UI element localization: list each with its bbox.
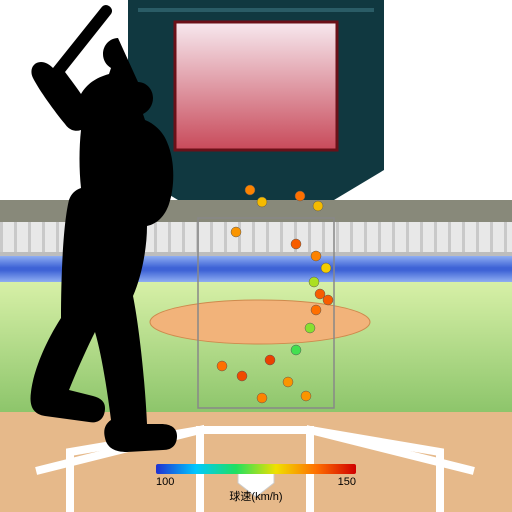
- legend-tick-max: 150: [338, 476, 356, 488]
- pitch-location-chart: [0, 0, 512, 512]
- legend-tick-min: 100: [156, 476, 174, 488]
- speed-legend: 100 150 球速(km/h): [156, 464, 356, 504]
- legend-gradient-bar: [156, 464, 356, 474]
- legend-axis-label: 球速(km/h): [156, 488, 356, 504]
